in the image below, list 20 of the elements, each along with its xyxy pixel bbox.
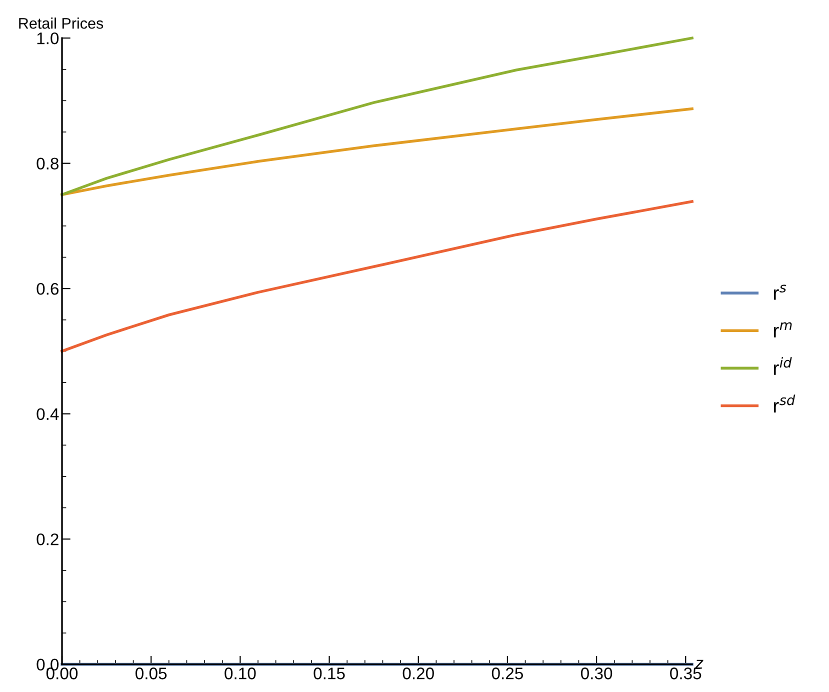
x-tick-label: 0.20 [402,668,434,680]
x-tick-label: 0.25 [492,668,523,680]
y-tick-label: 0.6 [36,282,58,295]
y-tick-label: 0.2 [36,533,58,546]
y-tick-label: 0.8 [36,158,59,170]
x-tick-label: 0.35 [670,668,702,680]
legend-label: r$^{id}$ [774,357,792,375]
x-tick-label: 0.30 [580,668,612,680]
x-tick-label: 0.10 [224,668,256,680]
y-tick-label: 1.0 [37,32,59,44]
y-axis-title: Retail Prices [19,18,104,29]
line-series [60,107,694,196]
legend-label: r$^{sd}$ [774,394,796,412]
x-tick-label: 0.05 [136,668,167,680]
legend-label: r$^{s}$ [774,284,786,300]
line-series [60,36,694,196]
line-series [60,200,694,353]
legend-label: r$^{m}$ [774,322,792,338]
y-tick-label: 0.4 [36,408,59,420]
x-tick-label: 0.15 [314,668,345,680]
